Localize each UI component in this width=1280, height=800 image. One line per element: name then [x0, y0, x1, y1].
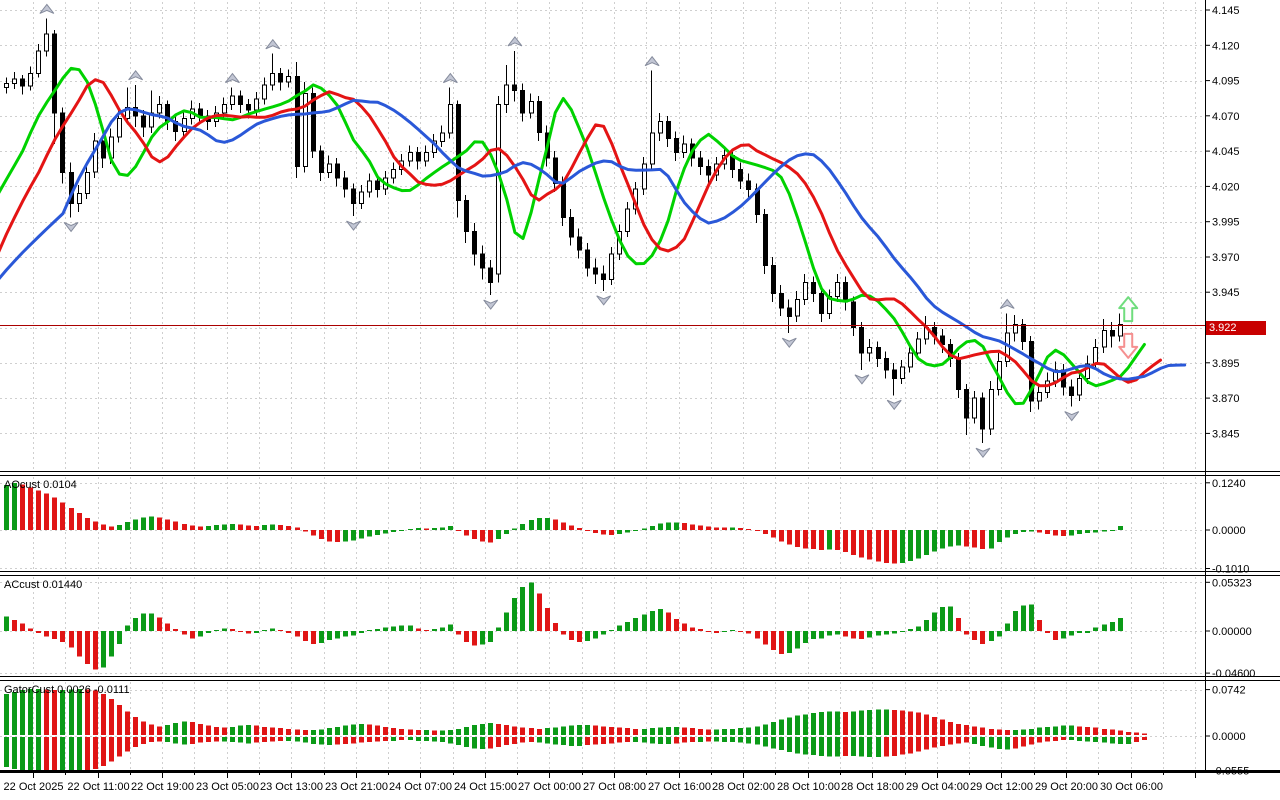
- price-axis-label: 3.895: [1212, 358, 1240, 370]
- fractal-down-icon: [596, 295, 612, 306]
- indicator-axis-label: 0.00000: [1212, 626, 1252, 638]
- time-axis-label: 27 Oct 16:00: [648, 781, 711, 793]
- fractal-down-icon: [63, 221, 79, 233]
- panel-borders: [0, 0, 1280, 773]
- fractal-up-icon: [265, 38, 281, 50]
- price-axis: 4.145 4.120 4.095 4.070 4.045 4.020 3.995 3.970…: [1206, 5, 1240, 440]
- fractal-up-icon: [128, 69, 144, 81]
- indicator-axis-label: -0.1010: [1212, 564, 1249, 576]
- price-axis-label: 4.120: [1212, 40, 1240, 52]
- alligator-lips-line: [0, 66, 1146, 406]
- time-axis-label: 24 Oct 15:00: [454, 781, 517, 793]
- fractal-down-icon: [854, 374, 870, 385]
- indicator-title-ac: ACcust 0.01440: [4, 579, 83, 591]
- signal-arrows: [1118, 296, 1139, 359]
- indicator-axis-label: 0.0742: [1212, 685, 1246, 697]
- time-axis: 22 Oct 2025 22 Oct 11:00 22 Oct 19:00 23 Oc…: [4, 772, 1196, 793]
- fractal-down-icon: [483, 299, 499, 310]
- fractal-icons: [39, 3, 1080, 459]
- price-axis-label: 4.095: [1212, 76, 1240, 88]
- time-axis-label: 29 Oct 12:00: [970, 781, 1033, 793]
- gatorcust-axis: 0.0742 0.0000 -0.0555: [1206, 685, 1249, 778]
- fractal-up-icon: [39, 3, 55, 14]
- fractal-up-icon: [225, 72, 240, 84]
- indicator-axis-label: 0.0000: [1212, 731, 1246, 743]
- fractal-down-icon: [346, 220, 361, 231]
- grid-lines: [0, 2, 1205, 772]
- accust-axis: 0.05323 0.00000 -0.04600: [1206, 577, 1255, 680]
- ao-histogram: [4, 482, 1123, 564]
- price-axis-label: 4.145: [1212, 5, 1240, 17]
- time-axis-label: 22 Oct 11:00: [67, 781, 129, 793]
- time-axis-label: 23 Oct 05:00: [196, 781, 259, 793]
- time-axis-label: 30 Oct 06:00: [1100, 781, 1163, 793]
- indicator-axis-label: -0.04600: [1212, 668, 1255, 680]
- price-axis-label: 4.045: [1212, 146, 1240, 158]
- fractal-up-icon: [999, 298, 1015, 309]
- time-axis-label: 29 Oct 20:00: [1035, 781, 1098, 793]
- price-axis-label: 4.020: [1212, 181, 1240, 193]
- price-axis-label: 3.870: [1212, 393, 1240, 405]
- buy-signal-icon: [1118, 296, 1139, 323]
- indicator-axis-label: 0.1240: [1212, 478, 1246, 490]
- time-axis-label: 22 Oct 2025: [4, 781, 64, 793]
- sell-signal-icon: [1118, 332, 1139, 359]
- indicator-title-gator: GatorCust 0.0026 -0.0111: [4, 684, 130, 696]
- price-axis-label: 3.945: [1212, 287, 1240, 299]
- fractal-down-icon: [886, 399, 902, 411]
- aocust-axis: 0.1240 0.0000 -0.1010: [1206, 478, 1249, 576]
- alligator-teeth-line: [0, 78, 1162, 388]
- indicator-title-ao: AOcust 0.0104: [4, 479, 77, 491]
- time-axis-label: 29 Oct 04:00: [906, 781, 969, 793]
- time-axis-label: 23 Oct 21:00: [325, 781, 388, 793]
- indicator-axis-label: -0.0555: [1212, 766, 1249, 778]
- time-axis-label: 28 Oct 02:00: [712, 781, 775, 793]
- fractal-down-icon: [975, 447, 991, 459]
- candlestick-series: [4, 18, 1123, 444]
- current-price-badge: 3.922: [1206, 321, 1266, 335]
- gator-lower-histogram: [4, 737, 1147, 772]
- time-axis-label: 24 Oct 07:00: [389, 781, 452, 793]
- time-axis-label: 23 Oct 13:00: [260, 781, 323, 793]
- price-axis-label: 3.995: [1212, 217, 1240, 229]
- time-axis-label: 28 Oct 18:00: [841, 781, 904, 793]
- fractal-down-icon: [781, 337, 797, 348]
- fractal-down-icon: [1064, 411, 1080, 422]
- indicator-axis-label: 0.05323: [1212, 577, 1252, 589]
- indicator-axis-label: 0.0000: [1212, 525, 1246, 537]
- price-axis-label: 4.070: [1212, 111, 1240, 123]
- time-axis-label: 22 Oct 19:00: [131, 781, 194, 793]
- time-axis-label: 27 Oct 08:00: [583, 781, 646, 793]
- fractal-up-icon: [442, 72, 458, 84]
- time-axis-label: 28 Oct 10:00: [777, 781, 840, 793]
- fractal-up-icon: [644, 55, 660, 67]
- ac-histogram: [4, 582, 1123, 670]
- time-axis-label: 27 Oct 00:00: [518, 781, 581, 793]
- gator-upper-histogram: [4, 688, 1147, 736]
- price-axis-label: 3.970: [1212, 252, 1240, 264]
- fractal-up-icon: [507, 36, 523, 47]
- price-axis-label: 3.845: [1212, 428, 1240, 440]
- alligator-jaw-line: [0, 98, 1187, 381]
